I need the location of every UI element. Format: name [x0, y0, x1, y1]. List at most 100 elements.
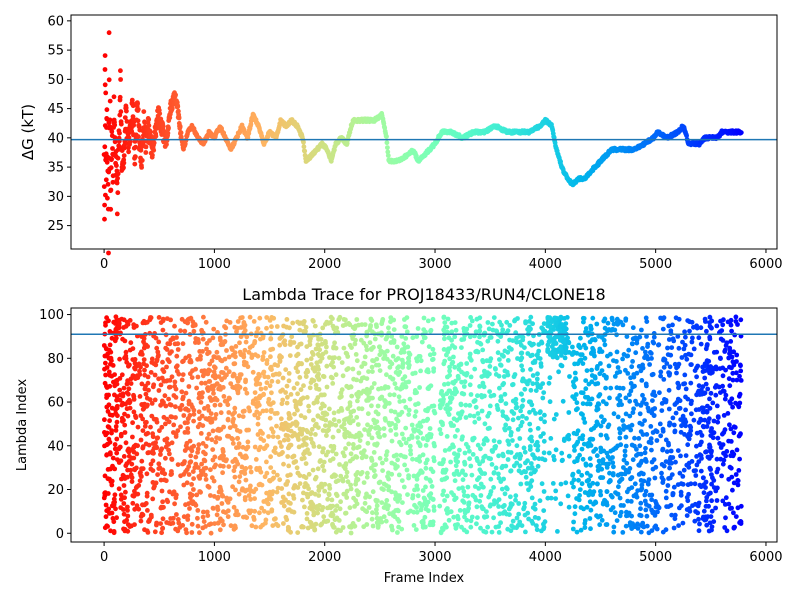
lambda-point — [426, 493, 432, 498]
lambda-point — [475, 442, 481, 448]
lambda-point — [356, 517, 361, 522]
lambda-point — [685, 396, 691, 402]
lambda-point — [582, 521, 588, 526]
lambda-point — [735, 505, 741, 511]
lambda-point — [594, 419, 600, 425]
lambda-point — [141, 357, 147, 362]
lambda-point — [251, 517, 257, 522]
y-tick-label: 40 — [47, 131, 64, 146]
lambda-point — [558, 501, 564, 507]
lambda-point — [504, 511, 509, 517]
lambda-point — [130, 434, 135, 440]
lambda-point — [222, 375, 228, 380]
lambda-point — [152, 397, 158, 403]
lambda-point — [203, 472, 208, 478]
lambda-point — [582, 420, 588, 425]
lambda-point — [555, 529, 560, 534]
lambda-point — [681, 467, 687, 473]
lambda-point — [598, 432, 604, 438]
lambda-point — [715, 435, 721, 441]
lambda-point — [299, 524, 304, 530]
lambda-point — [304, 516, 310, 522]
lambda-point — [392, 409, 398, 415]
lambda-point — [546, 450, 552, 456]
lambda-point — [523, 460, 528, 466]
lambda-point — [203, 319, 209, 325]
lambda-point — [255, 326, 261, 331]
lambda-point — [113, 428, 119, 433]
lambda-point — [474, 504, 480, 510]
lambda-point — [236, 479, 242, 485]
lambda-point — [714, 403, 720, 409]
lambda-point — [241, 514, 246, 520]
lambda-point — [566, 436, 572, 442]
lambda-point — [453, 525, 459, 530]
lambda-point — [380, 317, 386, 322]
lambda-point — [324, 363, 330, 369]
lambda-point — [268, 465, 274, 470]
lambda-point — [438, 431, 444, 437]
lambda-point — [279, 422, 285, 427]
delta-g-point — [154, 125, 159, 131]
lambda-point — [411, 523, 417, 528]
lambda-point — [191, 407, 197, 413]
lambda-point — [546, 380, 552, 386]
lambda-point — [647, 350, 653, 355]
lambda-point — [658, 433, 664, 439]
lambda-point — [526, 516, 531, 522]
lambda-point — [266, 434, 271, 439]
lambda-point — [264, 408, 269, 414]
lambda-point — [297, 327, 303, 333]
lambda-point — [205, 513, 211, 518]
lambda-point — [335, 478, 341, 483]
lambda-point — [401, 349, 407, 355]
lambda-point — [391, 327, 397, 332]
lambda-point — [232, 410, 238, 415]
lambda-point — [614, 518, 620, 523]
lambda-point — [369, 435, 375, 441]
lambda-point — [325, 518, 331, 524]
lambda-point — [415, 493, 421, 499]
lambda-point — [618, 509, 624, 515]
lambda-point — [160, 516, 166, 522]
lambda-point — [278, 389, 283, 394]
delta-g-point — [178, 130, 184, 136]
delta-g-point — [114, 180, 120, 186]
lambda-point — [720, 431, 725, 437]
lambda-point — [208, 467, 213, 473]
lambda-point — [172, 379, 178, 385]
lambda-point — [390, 513, 396, 518]
lambda-point — [583, 326, 589, 331]
lambda-point — [520, 367, 526, 373]
lambda-point — [675, 396, 681, 402]
lambda-point — [395, 418, 401, 424]
lambda-point — [275, 379, 281, 385]
lambda-point — [522, 449, 528, 455]
lambda-point — [300, 427, 306, 432]
lambda-point — [672, 516, 678, 522]
lambda-point — [639, 327, 644, 333]
lambda-point — [142, 386, 148, 392]
lambda-point — [158, 382, 164, 388]
lambda-point — [381, 487, 386, 492]
lambda-point — [348, 482, 353, 488]
lambda-point — [264, 325, 269, 331]
lambda-point — [217, 335, 223, 341]
lambda-point — [410, 456, 415, 462]
lambda-point — [320, 463, 325, 469]
lambda-point — [519, 355, 525, 361]
lambda-point — [165, 440, 170, 446]
lambda-point — [372, 474, 377, 480]
lambda-point — [239, 352, 245, 358]
lambda-point — [188, 459, 194, 465]
lambda-point — [306, 408, 312, 414]
delta-g-point — [115, 175, 120, 181]
lambda-point — [437, 503, 443, 509]
lambda-point — [113, 506, 118, 512]
lambda-point — [652, 475, 658, 481]
lambda-point — [376, 386, 381, 392]
lambda-point — [686, 460, 692, 466]
x-tick-label: 5000 — [639, 257, 672, 272]
lambda-point — [505, 526, 511, 532]
